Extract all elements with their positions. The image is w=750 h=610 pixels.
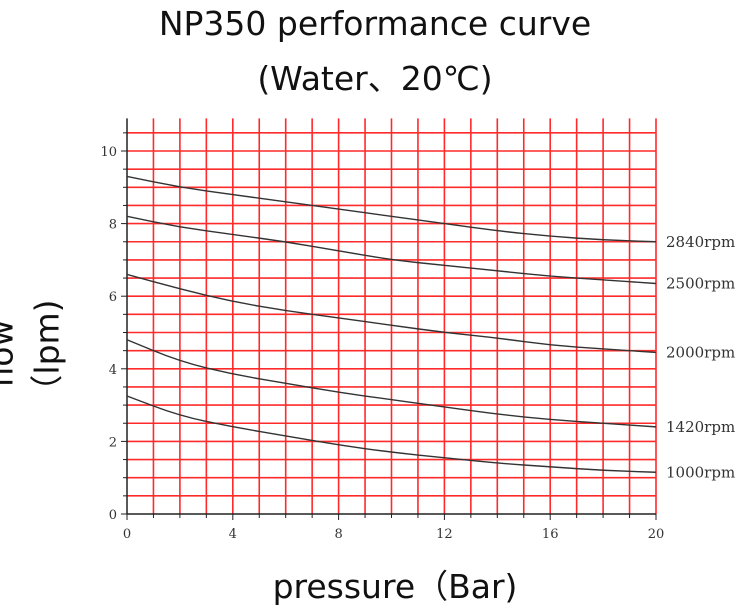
series-line-2000rpm bbox=[126, 273, 657, 354]
y-tick-label: 2 bbox=[109, 435, 117, 450]
series-line-1420rpm bbox=[126, 339, 657, 428]
chart-subtitle: (Water、20℃) bbox=[257, 59, 493, 98]
series-line-2500rpm bbox=[126, 215, 657, 285]
x-tick-label: 16 bbox=[542, 527, 559, 542]
series-label: 1420rpm bbox=[666, 418, 735, 436]
x-tick-label: 4 bbox=[229, 527, 237, 542]
x-tick-label: 8 bbox=[334, 527, 342, 542]
y-tick-label: 6 bbox=[109, 290, 117, 305]
series-line-2840rpm bbox=[126, 175, 657, 243]
y-tick-label: 8 bbox=[109, 218, 117, 233]
y-tick-label: 0 bbox=[109, 508, 117, 523]
series-label: 2840rpm bbox=[666, 233, 735, 251]
series-label: 2500rpm bbox=[666, 274, 735, 292]
y-tick-label: 10 bbox=[100, 145, 117, 160]
series-line-1000rpm bbox=[126, 395, 657, 473]
x-tick-label: 0 bbox=[123, 527, 131, 542]
x-axis-label: pressure（Bar) bbox=[272, 567, 518, 606]
series-label: 1000rpm bbox=[666, 463, 735, 481]
y-tick-label: 4 bbox=[109, 363, 117, 378]
chart-title: NP350 performance curve bbox=[158, 4, 592, 43]
x-tick-label: 20 bbox=[648, 527, 665, 542]
x-tick-label: 12 bbox=[436, 527, 453, 542]
series-label: 2000rpm bbox=[666, 343, 735, 361]
